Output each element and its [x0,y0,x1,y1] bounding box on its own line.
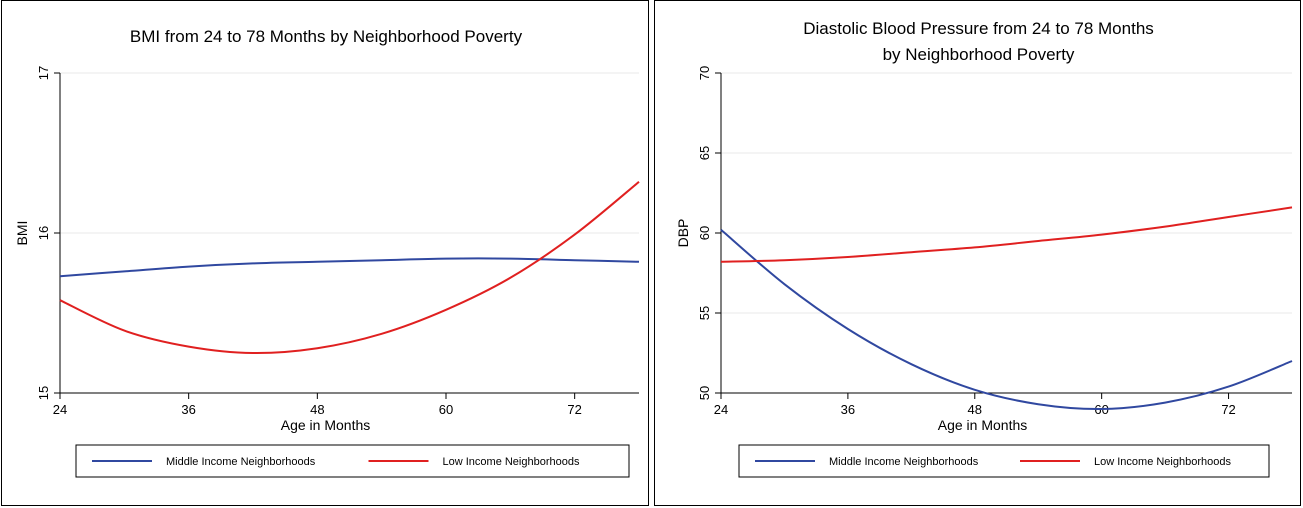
y-tick-label: 65 [697,146,712,160]
legend-label: Middle Income Neighborhoods [829,456,979,468]
y-tick-label: 15 [36,386,51,400]
series-line-low-income-neighborhoods [59,181,640,355]
x-tick-label: 48 [968,402,982,417]
bmi-chart: BMI from 24 to 78 Months by Neighborhood… [14,27,640,478]
y-axis-label: BMI [14,221,30,246]
chart-title: by Neighborhood Poverty [883,45,1075,64]
series-line-low-income-neighborhoods [720,206,1293,263]
legend-box [75,444,630,478]
legend-label: Low Income Neighborhoods [1094,456,1231,468]
y-tick-label: 70 [697,66,712,80]
y-tick-label: 55 [697,306,712,320]
x-tick-label: 60 [439,402,453,417]
y-axis-label: DBP [675,219,691,248]
chart-title: Diastolic Blood Pressure from 24 to 78 M… [803,19,1154,38]
legend-label: Middle Income Neighborhoods [166,456,316,468]
legend-label: Low Income Neighborhoods [443,456,580,468]
dbp-chart-panel: Diastolic Blood Pressure from 24 to 78 M… [654,0,1301,506]
x-tick-label: 48 [310,402,324,417]
dbp-chart: Diastolic Blood Pressure from 24 to 78 M… [675,19,1293,478]
y-tick-label: 17 [36,66,51,80]
x-tick-label: 24 [53,402,67,417]
x-tick-label: 72 [1221,402,1235,417]
chart-title: BMI from 24 to 78 Months by Neighborhood… [130,27,523,46]
y-tick-label: 50 [697,386,712,400]
y-tick-label: 60 [697,226,712,240]
bmi-chart-panel: BMI from 24 to 78 Months by Neighborhood… [1,0,649,506]
x-tick-label: 24 [714,402,728,417]
x-tick-label: 36 [181,402,195,417]
x-tick-label: 72 [567,402,581,417]
legend-box [738,444,1270,478]
x-tick-label: 36 [841,402,855,417]
series-line-middle-income-neighborhoods [59,257,640,278]
x-axis-label: Age in Months [281,417,371,433]
x-axis-label: Age in Months [938,417,1028,433]
series-line-middle-income-neighborhoods [720,229,1293,411]
y-tick-label: 16 [36,226,51,240]
